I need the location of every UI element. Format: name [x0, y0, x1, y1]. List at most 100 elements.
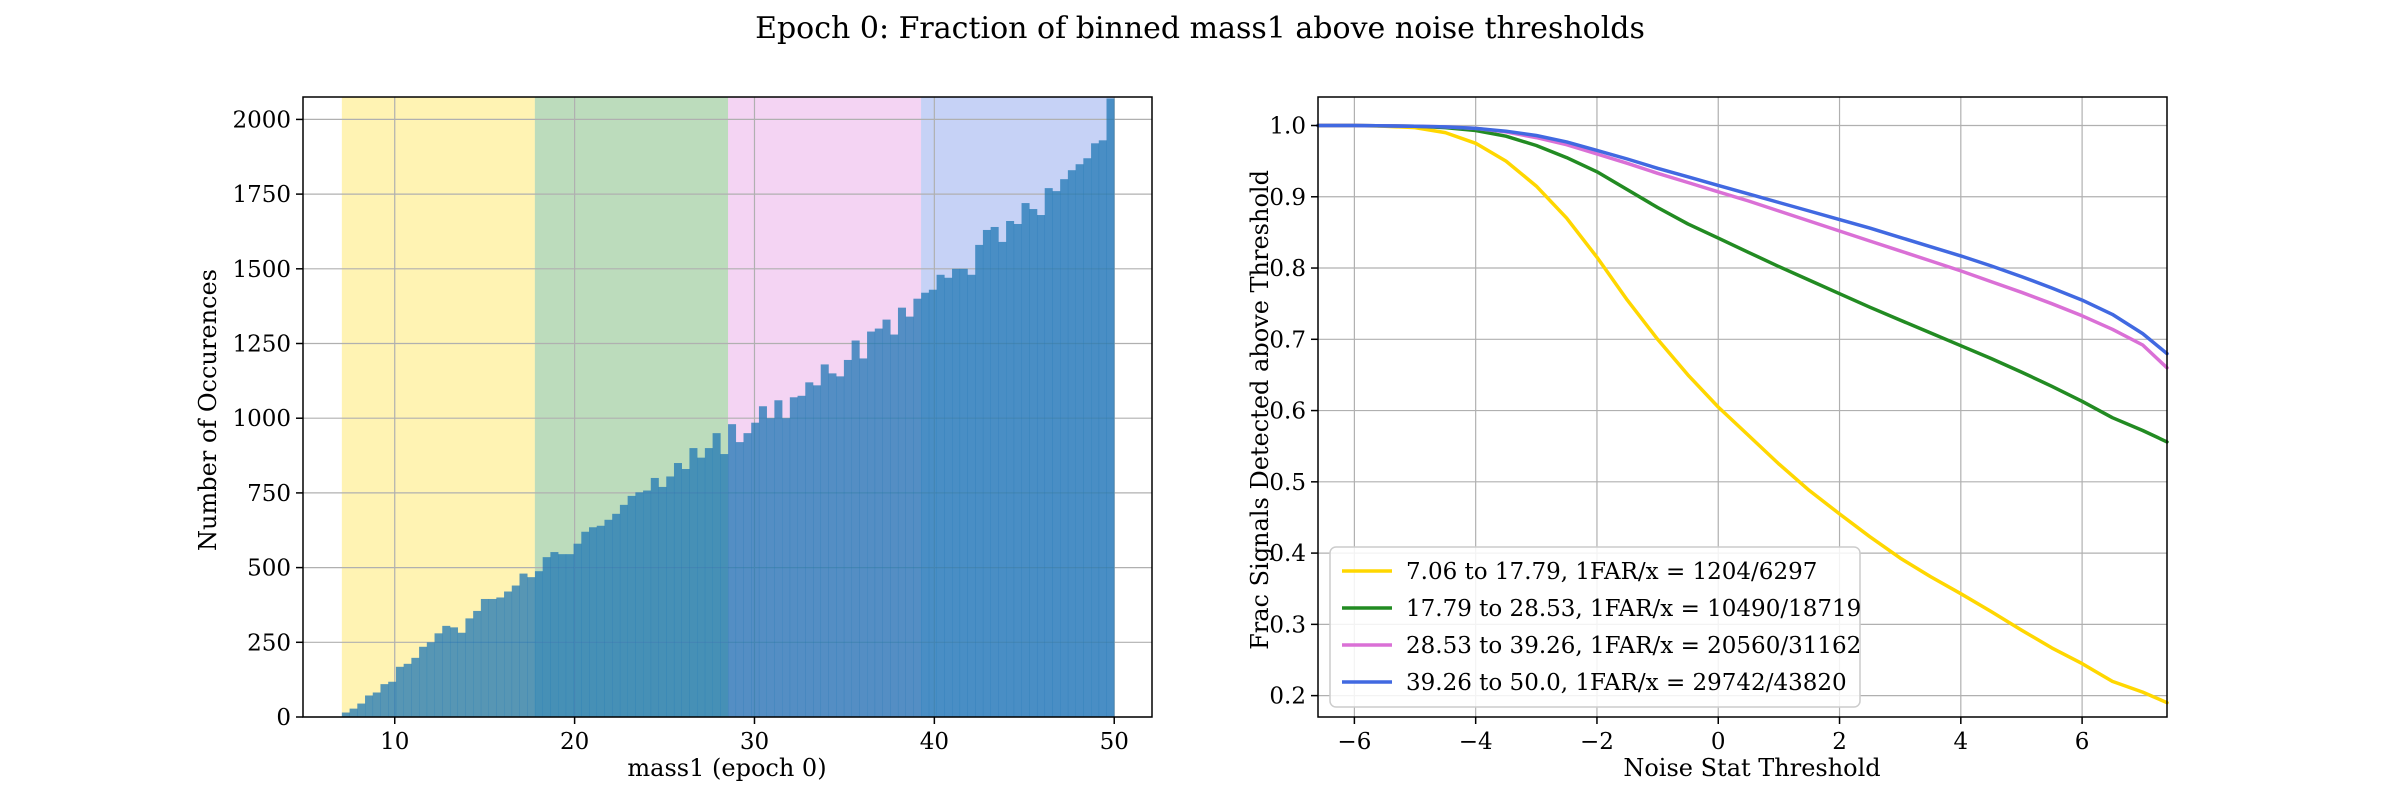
- histogram-bar: [643, 490, 652, 717]
- x-tick-label: −2: [1580, 729, 1614, 755]
- histogram-bar: [843, 359, 852, 717]
- histogram-bar: [697, 457, 706, 717]
- histogram-bar: [959, 268, 968, 717]
- y-tick-label: 750: [247, 481, 291, 507]
- y-tick-label: 250: [247, 630, 291, 656]
- histogram-bar: [1044, 188, 1053, 718]
- x-tick-label: 2: [1832, 729, 1847, 755]
- x-tick-label: 4: [1953, 729, 1968, 755]
- histogram-bar: [975, 244, 984, 717]
- y-tick-label: 1750: [232, 182, 291, 208]
- histogram-bar: [720, 454, 729, 717]
- legend-label-1: 7.06 to 17.79, 1FAR/x = 1204/6297: [1406, 559, 1817, 585]
- histogram-bar: [627, 495, 636, 717]
- histogram-bar: [867, 331, 876, 717]
- histogram-chart: 10 20 30 40 50025050075010001250150017502000…: [194, 96, 1153, 782]
- histogram-bar: [573, 543, 582, 717]
- histogram-bar: [766, 418, 775, 717]
- histogram-bar: [805, 382, 814, 717]
- histogram-bar: [1029, 209, 1038, 717]
- histogram-bar: [465, 618, 474, 717]
- histogram-bar: [403, 663, 412, 717]
- histogram-bar: [998, 241, 1007, 718]
- histogram-bar: [1052, 191, 1061, 717]
- histogram-bar: [704, 448, 713, 717]
- y-tick-label: 1250: [232, 332, 291, 358]
- histogram-bar: [990, 226, 999, 718]
- histogram-bar: [426, 642, 435, 717]
- histogram-bar: [1091, 143, 1100, 718]
- histogram-bar: [589, 527, 598, 717]
- histogram-bar: [1083, 158, 1092, 718]
- y-tick-label: 0.5: [1269, 470, 1306, 496]
- histogram-bar: [449, 627, 459, 717]
- histogram-bar: [897, 307, 906, 717]
- line-chart-x-axis-label: Noise Stat Threshold: [1623, 754, 1880, 782]
- histogram-bar: [689, 448, 698, 717]
- histogram-bar: [967, 274, 976, 717]
- histogram-bar: [565, 554, 574, 717]
- histogram-bars: [341, 98, 1115, 718]
- histogram-bar: [504, 591, 513, 717]
- histogram-bar: [635, 492, 644, 717]
- histogram-bar: [1060, 179, 1069, 717]
- y-tick-label: 2000: [232, 107, 291, 133]
- histogram-bar: [581, 531, 590, 717]
- histogram-bar: [1075, 164, 1084, 718]
- histogram-bar: [673, 463, 682, 717]
- histogram-bar: [1021, 203, 1030, 718]
- y-tick-label: 0.6: [1269, 399, 1306, 425]
- y-tick-label: 1.0: [1269, 114, 1306, 140]
- legend-box: [1329, 546, 1861, 708]
- histogram-bar: [666, 476, 675, 717]
- x-tick-label: 20: [560, 729, 589, 755]
- histogram-bar: [882, 319, 891, 717]
- histogram-bar: [380, 684, 389, 717]
- series-line-1: [1316, 123, 2169, 705]
- y-tick-label: 0: [276, 705, 291, 731]
- histogram-bar: [365, 695, 374, 717]
- histogram-bar: [1067, 170, 1076, 717]
- histogram-bar: [372, 692, 381, 717]
- histogram-bar: [457, 632, 466, 717]
- x-tick-label: 10: [380, 729, 409, 755]
- histogram-bar: [944, 277, 953, 717]
- histogram-x-axis-label: mass1 (epoch 0): [627, 754, 826, 782]
- histogram-bar: [542, 557, 551, 717]
- y-tick-label: 500: [247, 556, 291, 582]
- figure-title: Epoch 0: Fraction of binned mass1 above …: [755, 11, 1645, 46]
- histogram-bar: [650, 477, 659, 717]
- histogram-bar: [411, 657, 420, 717]
- legend-label-2: 17.79 to 28.53, 1FAR/x = 10490/18719: [1406, 596, 1861, 622]
- histogram-bar: [534, 571, 543, 717]
- histogram-bar: [774, 400, 783, 717]
- threshold-line-chart: −6 −4 −2 0 2 4 6 0.2 0.3 0.4 0.5 0.6 0.7 0.8 0.9 1.0 7.…: [1246, 96, 2169, 782]
- series-line-2: [1316, 123, 2169, 444]
- x-tick-label: 6: [2075, 729, 2090, 755]
- x-tick-label: 0: [1711, 729, 1726, 755]
- histogram-bar: [395, 666, 404, 717]
- line-chart-y-axis-label: Frac Signals Detected above Threshold: [1246, 170, 1274, 650]
- histogram-bar: [874, 328, 883, 717]
- histogram-bar: [442, 625, 451, 717]
- histogram-bar: [388, 681, 397, 717]
- histogram-bar: [936, 274, 945, 717]
- histogram-bar: [519, 573, 528, 717]
- line-chart-axes: −6 −4 −2 0 2 4 6 0.2 0.3 0.4 0.5 0.6 0.7 0.8 0.9 1.0: [1269, 96, 2168, 755]
- series-line-3: [1316, 123, 2169, 370]
- histogram-bar: [1036, 215, 1046, 717]
- histogram-bar: [982, 229, 991, 717]
- histogram-bar: [735, 442, 744, 717]
- x-tick-label: 50: [1100, 729, 1129, 755]
- histogram-bar: [488, 598, 497, 717]
- histogram-bar: [558, 554, 567, 717]
- line-chart-frame: [1317, 96, 2168, 718]
- legend-label-4: 39.26 to 50.0, 1FAR/x = 29742/43820: [1406, 670, 1847, 696]
- histogram-bar: [480, 598, 489, 717]
- histogram-bar: [1106, 98, 1115, 718]
- histogram-bar: [797, 395, 806, 717]
- line-chart-legend: 7.06 to 17.79, 1FAR/x = 1204/6297 17.79 t…: [1329, 546, 1861, 708]
- y-tick-label: 0.2: [1269, 684, 1306, 710]
- histogram-bar: [859, 358, 868, 717]
